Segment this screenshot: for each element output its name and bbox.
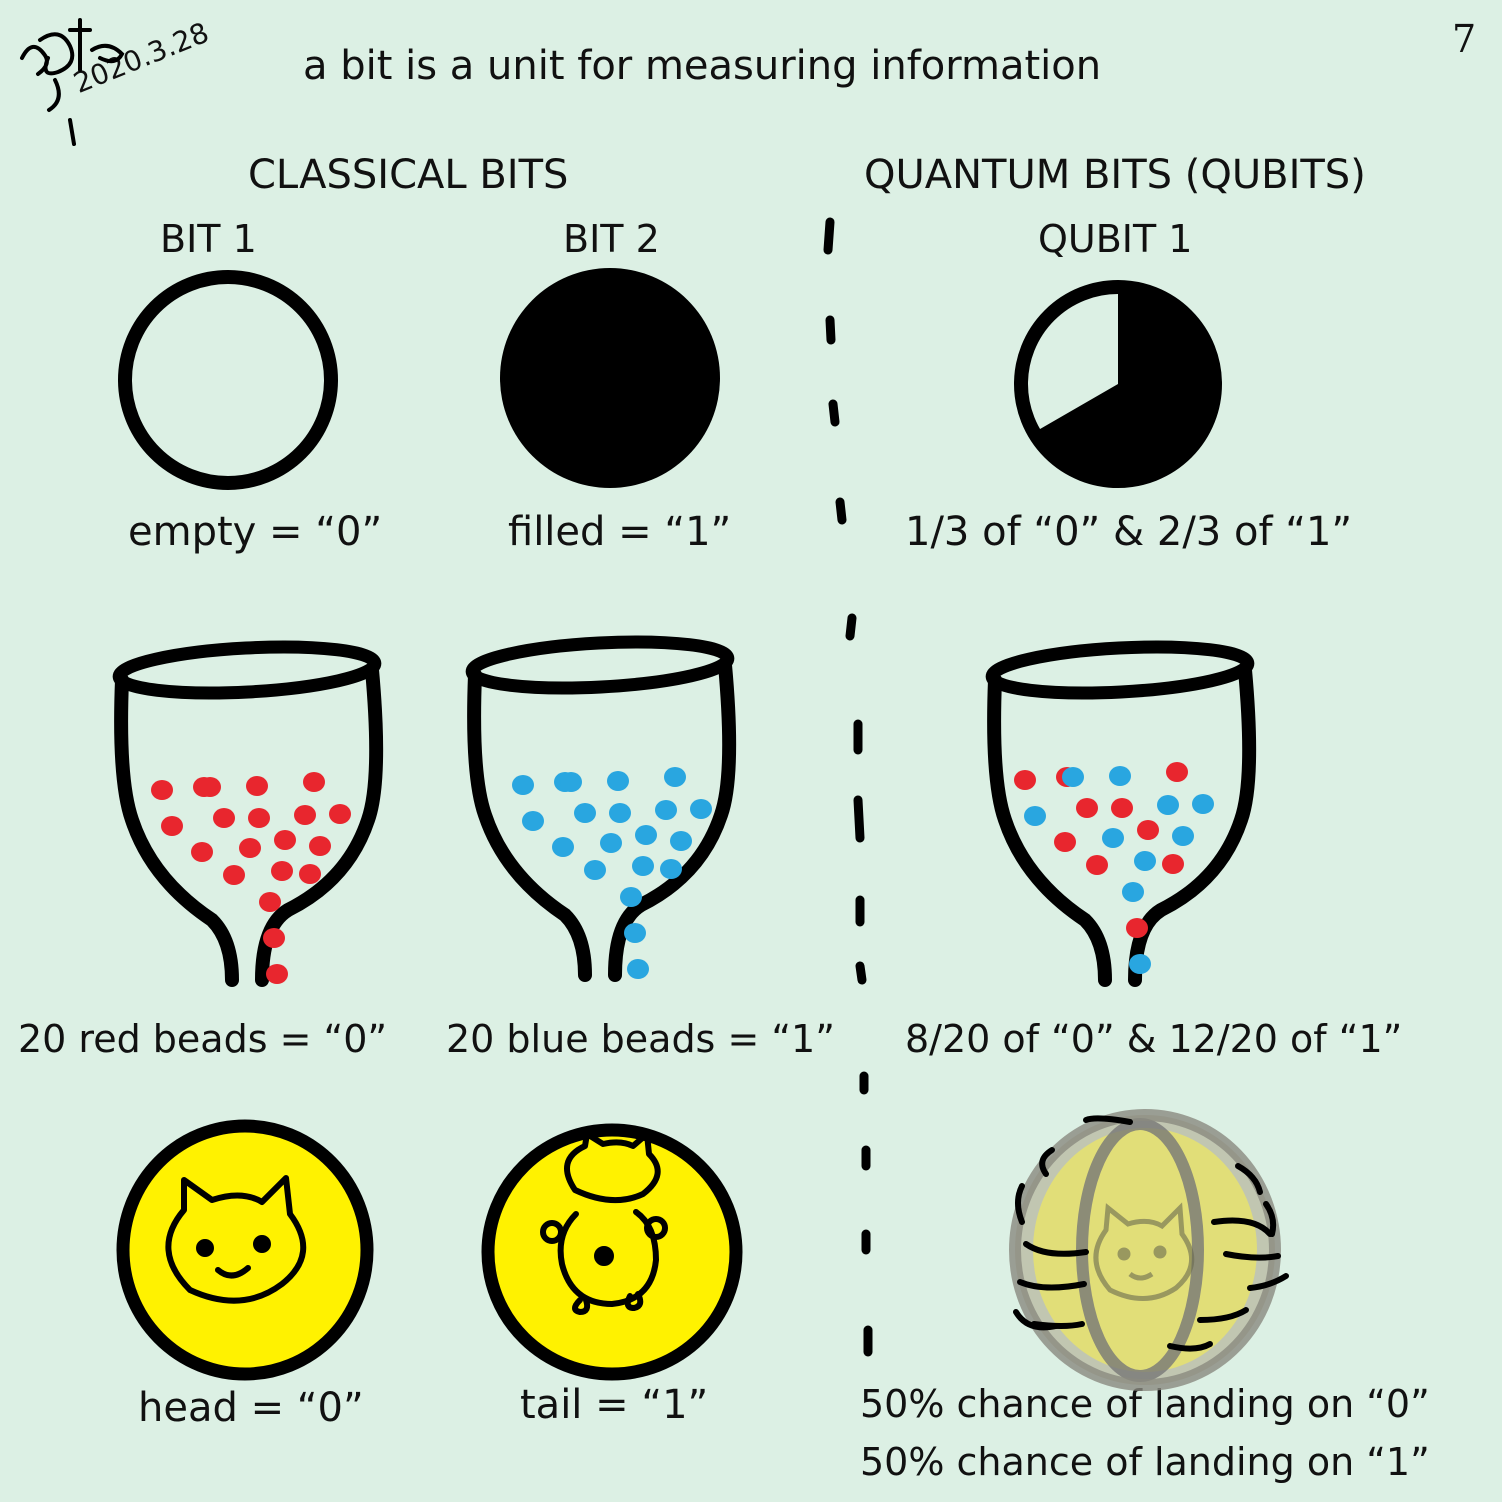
bead <box>274 830 296 850</box>
bead <box>213 808 235 828</box>
coin-tail <box>488 1130 736 1374</box>
bead <box>655 800 677 820</box>
coin-spinning <box>1015 1115 1286 1385</box>
bead <box>664 767 686 787</box>
bead <box>1137 820 1159 840</box>
bead <box>1122 882 1144 902</box>
bead <box>1102 828 1124 848</box>
bead <box>522 811 544 831</box>
bead <box>294 805 316 825</box>
bead <box>199 777 221 797</box>
bead <box>512 775 534 795</box>
bead <box>574 803 596 823</box>
bead <box>1126 918 1148 938</box>
qubit-bead-funnel <box>991 641 1249 980</box>
bead <box>552 837 574 857</box>
bead <box>1172 826 1194 846</box>
section-divider <box>828 222 868 1352</box>
bead <box>239 838 261 858</box>
bit1-empty-circle <box>125 277 331 483</box>
bead <box>609 803 631 823</box>
bead <box>670 831 692 851</box>
bead <box>584 860 606 880</box>
bead <box>1192 794 1214 814</box>
bead <box>620 887 642 907</box>
bead <box>635 825 657 845</box>
bead <box>560 772 582 792</box>
bead <box>271 861 293 881</box>
bead <box>1134 851 1156 871</box>
bead <box>624 923 646 943</box>
bead <box>1086 855 1108 875</box>
bead <box>161 816 183 836</box>
bit2-bead-funnel <box>471 636 729 979</box>
bead <box>1111 798 1133 818</box>
bead <box>223 865 245 885</box>
bead <box>632 856 654 876</box>
bead <box>1129 954 1151 974</box>
bead <box>303 772 325 792</box>
bead <box>1054 832 1076 852</box>
bead <box>151 780 173 800</box>
bead <box>246 776 268 796</box>
bit1-bead-funnel <box>118 641 376 984</box>
bead <box>299 864 321 884</box>
bead <box>1014 770 1036 790</box>
signature-mark <box>22 20 122 144</box>
bead <box>248 808 270 828</box>
bit2-filled-circle <box>500 268 720 488</box>
bead <box>1062 767 1084 787</box>
bead <box>1109 766 1131 786</box>
bead <box>1166 762 1188 782</box>
bead <box>309 836 331 856</box>
bead <box>1157 795 1179 815</box>
bead <box>627 959 649 979</box>
bead <box>607 771 629 791</box>
bead <box>263 928 285 948</box>
bead <box>266 964 288 984</box>
qubit-partial-circle <box>1021 287 1215 481</box>
bead <box>329 804 351 824</box>
bead <box>1024 806 1046 826</box>
bead <box>259 892 281 912</box>
bead <box>660 859 682 879</box>
bead <box>1076 798 1098 818</box>
coin-head <box>123 1126 367 1374</box>
bead <box>1162 854 1184 874</box>
bead <box>191 842 213 862</box>
bead <box>690 799 712 819</box>
bead <box>600 833 622 853</box>
